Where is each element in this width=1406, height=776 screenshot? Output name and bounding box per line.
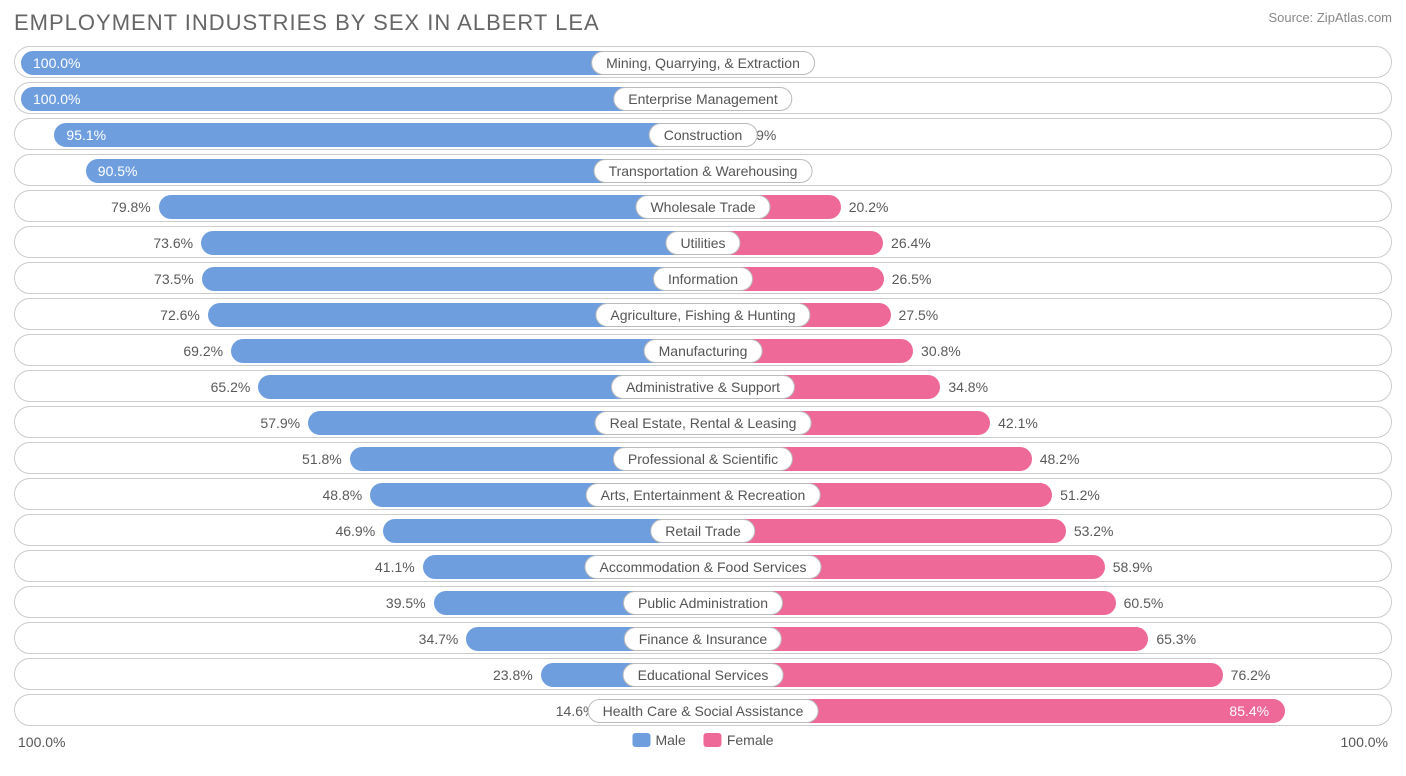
legend-male: Male: [632, 732, 685, 748]
female-pct-label: 51.2%: [1060, 479, 1100, 510]
male-bar: [231, 339, 703, 363]
chart-rows: 100.0%0.0%Mining, Quarrying, & Extractio…: [14, 46, 1392, 726]
male-bar: [159, 195, 703, 219]
legend-female-label: Female: [727, 732, 774, 748]
bar-row: 23.8% 76.2% Educational Services: [14, 658, 1392, 690]
category-label: Real Estate, Rental & Leasing: [595, 411, 812, 435]
bar-row: 46.9% 53.2% Retail Trade: [14, 514, 1392, 546]
category-label: Professional & Scientific: [613, 447, 793, 471]
male-pct-label: 95.1%: [66, 119, 106, 150]
male-pct-label: 46.9%: [335, 515, 375, 546]
bar-row: 51.8% 48.2% Professional & Scientific: [14, 442, 1392, 474]
category-label: Enterprise Management: [613, 87, 792, 111]
female-pct-label: 26.4%: [891, 227, 931, 258]
male-bar: [54, 123, 703, 147]
male-pct-label: 41.1%: [375, 551, 415, 582]
bar-row: 14.6%85.4%Health Care & Social Assistanc…: [14, 694, 1392, 726]
female-pct-label: 85.4%: [1229, 695, 1269, 726]
female-pct-label: 53.2%: [1074, 515, 1114, 546]
male-bar: [202, 267, 703, 291]
male-pct-label: 69.2%: [183, 335, 223, 366]
bar-row: 34.7% 65.3% Finance & Insurance: [14, 622, 1392, 654]
male-pct-label: 79.8%: [111, 191, 151, 222]
male-pct-label: 39.5%: [386, 587, 426, 618]
male-pct-label: 100.0%: [33, 83, 80, 114]
male-pct-label: 48.8%: [322, 479, 362, 510]
female-pct-label: 27.5%: [899, 299, 939, 330]
male-pct-label: 100.0%: [33, 47, 80, 78]
female-swatch: [704, 733, 722, 747]
male-pct-label: 72.6%: [160, 299, 200, 330]
bar-row: 100.0%0.0%Mining, Quarrying, & Extractio…: [14, 46, 1392, 78]
bar-row: 90.5%9.5%Transportation & Warehousing: [14, 154, 1392, 186]
chart-title: EMPLOYMENT INDUSTRIES BY SEX IN ALBERT L…: [14, 10, 600, 36]
category-label: Agriculture, Fishing & Hunting: [595, 303, 810, 327]
male-pct-label: 51.8%: [302, 443, 342, 474]
female-pct-label: 42.1%: [998, 407, 1038, 438]
female-pct-label: 60.5%: [1124, 587, 1164, 618]
female-bar: [703, 519, 1066, 543]
male-bar: [201, 231, 703, 255]
category-label: Transportation & Warehousing: [594, 159, 813, 183]
category-label: Construction: [649, 123, 758, 147]
bar-row: 39.5% 60.5% Public Administration: [14, 586, 1392, 618]
category-label: Accommodation & Food Services: [585, 555, 822, 579]
category-label: Arts, Entertainment & Recreation: [586, 483, 821, 507]
bar-row: 65.2% 34.8% Administrative & Support: [14, 370, 1392, 402]
category-label: Public Administration: [623, 591, 783, 615]
bar-row: 57.9% 42.1% Real Estate, Rental & Leasing: [14, 406, 1392, 438]
axis-right-label: 100.0%: [1341, 734, 1388, 750]
bar-row: 79.8% 20.2% Wholesale Trade: [14, 190, 1392, 222]
male-pct-label: 73.5%: [154, 263, 194, 294]
category-label: Health Care & Social Assistance: [588, 699, 819, 723]
chart-footer: 100.0% Male Female 100.0%: [14, 732, 1392, 756]
male-pct-label: 90.5%: [98, 155, 138, 186]
legend-male-label: Male: [655, 732, 685, 748]
male-bar: [21, 87, 703, 111]
male-pct-label: 57.9%: [260, 407, 300, 438]
category-label: Administrative & Support: [611, 375, 795, 399]
category-label: Wholesale Trade: [635, 195, 770, 219]
male-pct-label: 73.6%: [153, 227, 193, 258]
legend: Male Female: [632, 732, 773, 748]
bar-row: 41.1% 58.9% Accommodation & Food Services: [14, 550, 1392, 582]
legend-female: Female: [704, 732, 774, 748]
bar-row: 100.0%0.0%Enterprise Management: [14, 82, 1392, 114]
category-label: Educational Services: [623, 663, 784, 687]
bar-row: 73.5% 26.5% Information: [14, 262, 1392, 294]
category-label: Retail Trade: [650, 519, 755, 543]
source-label: Source: ZipAtlas.com: [1268, 10, 1392, 25]
bar-row: 73.6% 26.4% Utilities: [14, 226, 1392, 258]
female-pct-label: 58.9%: [1113, 551, 1153, 582]
female-pct-label: 34.8%: [948, 371, 988, 402]
male-pct-label: 23.8%: [493, 659, 533, 690]
category-label: Utilities: [665, 231, 740, 255]
category-label: Information: [653, 267, 753, 291]
category-label: Finance & Insurance: [624, 627, 782, 651]
female-pct-label: 48.2%: [1040, 443, 1080, 474]
category-label: Manufacturing: [644, 339, 763, 363]
female-pct-label: 20.2%: [849, 191, 889, 222]
male-pct-label: 65.2%: [211, 371, 251, 402]
male-swatch: [632, 733, 650, 747]
bar-row: 95.1%4.9%Construction: [14, 118, 1392, 150]
axis-left-label: 100.0%: [18, 734, 65, 750]
female-pct-label: 30.8%: [921, 335, 961, 366]
bar-row: 72.6% 27.5% Agriculture, Fishing & Hunting: [14, 298, 1392, 330]
bar-row: 48.8% 51.2% Arts, Entertainment & Recreati…: [14, 478, 1392, 510]
female-pct-label: 65.3%: [1156, 623, 1196, 654]
bar-row: 69.2% 30.8% Manufacturing: [14, 334, 1392, 366]
female-pct-label: 76.2%: [1231, 659, 1271, 690]
male-pct-label: 34.7%: [419, 623, 459, 654]
female-pct-label: 26.5%: [892, 263, 932, 294]
category-label: Mining, Quarrying, & Extraction: [591, 51, 815, 75]
